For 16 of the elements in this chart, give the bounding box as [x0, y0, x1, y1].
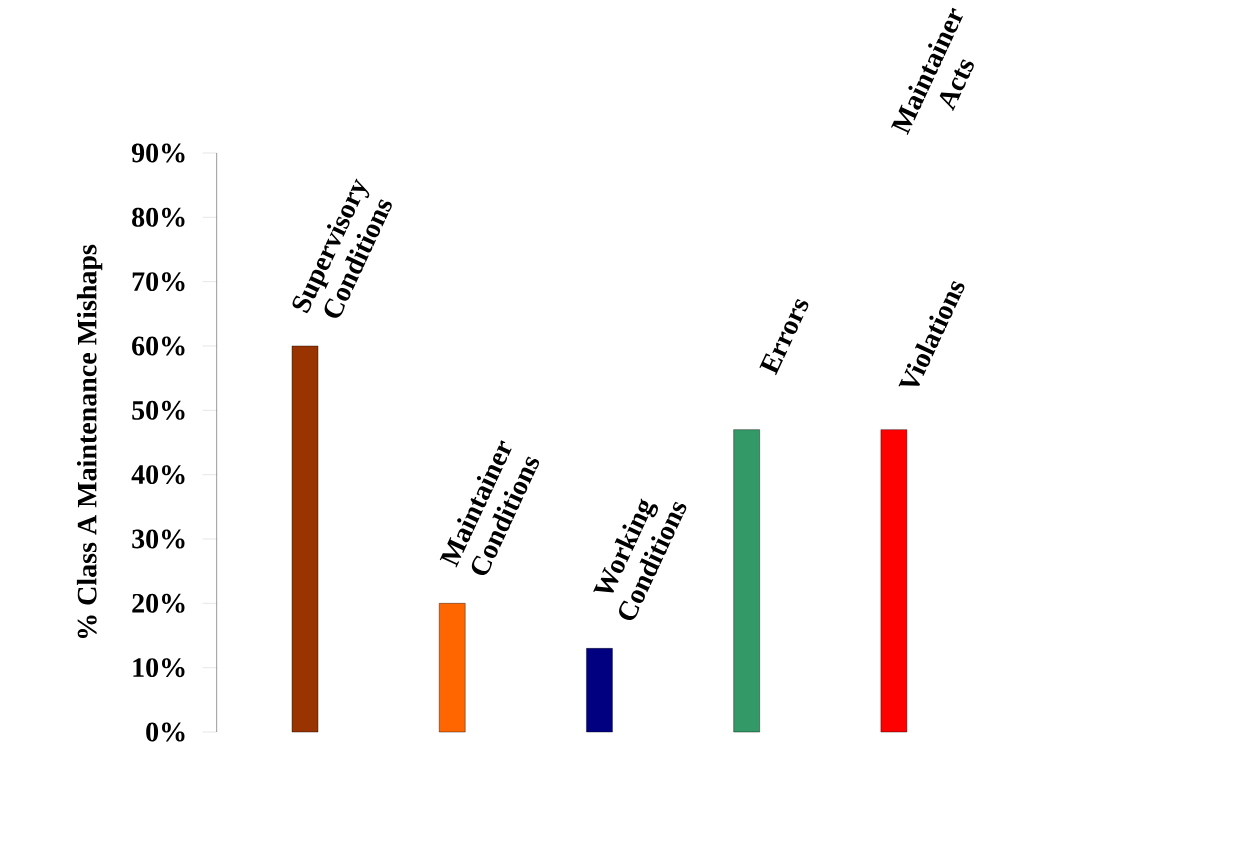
bar	[586, 648, 613, 733]
y-tick-label: 80%	[132, 207, 185, 227]
bar	[291, 345, 319, 733]
y-tick-label: 50%	[132, 400, 185, 420]
bar	[439, 603, 466, 733]
y-tick-label: 30%	[132, 529, 185, 549]
bar	[733, 429, 760, 733]
y-tick-label: 70%	[132, 272, 185, 292]
y-tick-label: 90%	[131, 143, 185, 163]
y-tick-label: 60%	[132, 336, 185, 356]
y-tick-label: 20%	[132, 593, 185, 613]
y-tick-label: 10%	[133, 658, 185, 678]
y-tick-label: 0%	[146, 722, 185, 742]
bar	[880, 429, 908, 733]
y-axis-title: % Class A Maintenance Mishaps	[76, 244, 103, 638]
y-tick-label: 40%	[131, 465, 185, 485]
